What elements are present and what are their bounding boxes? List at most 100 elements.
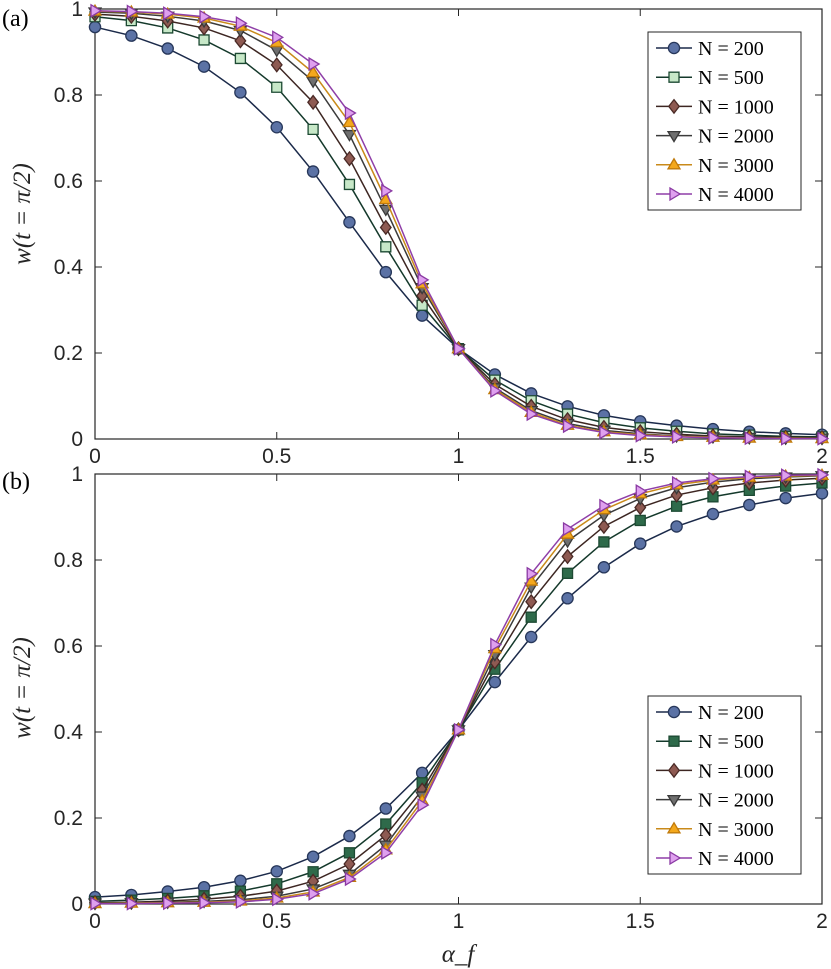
y-tick-label: 0.4 [54,256,84,279]
data-point [90,3,103,18]
data-point [634,499,647,516]
series-group-b [87,467,830,911]
data-point [744,469,757,484]
legend-item: N = 2000 [656,126,774,148]
panel-label-b: (b) [2,469,30,495]
data-point [306,850,320,863]
data-point [671,475,684,491]
legend-marker [667,762,681,779]
data-point [708,471,721,486]
data-point [125,29,138,42]
data-point [270,57,283,73]
data-point [199,895,212,910]
data-point [562,418,575,434]
y-tick-label: 0.6 [54,635,83,658]
data-point [708,430,721,445]
data-point [598,536,610,548]
legend-b: N = 200 N = 500 N = 1000 N = 2000 N = 3000 N … [647,695,802,875]
data-point [88,20,102,34]
data-point [561,567,574,579]
series-group-a [87,3,830,446]
legend-item: N = 500 [656,67,764,89]
legend-a: N = 200 N = 500 N = 1000 N = 2000 N = 3000 N … [647,31,802,211]
data-point [126,896,139,911]
x-tick-label: 1 [453,445,465,468]
data-point [234,874,247,888]
data-point [163,6,175,21]
data-point [634,514,646,527]
data-point [234,52,247,65]
series-n4000 [90,467,830,911]
data-point [490,383,503,398]
data-point [163,895,175,911]
data-point [235,16,248,31]
data-point [161,42,174,55]
data-point [670,487,683,503]
data-point [781,431,793,446]
legend-label: N = 200 [698,702,764,724]
data-point [670,500,683,512]
data-point [234,33,247,49]
data-point [343,856,356,872]
data-point [344,105,357,121]
x-tick-label: 2 [816,445,828,468]
legend-marker [667,41,681,55]
data-point [415,309,429,322]
y-axis-label-b: w(t = π/2) [9,637,36,739]
data-point [599,425,612,440]
legend-label: N = 4000 [698,184,774,206]
data-point [379,219,392,236]
panel-label-a: (a) [2,6,29,32]
legend-label: N = 2000 [698,790,774,812]
data-point [744,430,757,446]
legend-item: N = 4000 [656,848,774,870]
data-point [817,467,830,483]
data-point [381,845,394,860]
data-point [417,272,430,288]
data-point [342,115,357,128]
data-point [343,216,356,229]
x-axis-label-b: α_f [442,941,478,968]
data-point [815,487,829,500]
y-tick-label: 0 [71,893,83,916]
legend-label: N = 500 [698,731,764,753]
y-tick-label: 0.8 [54,84,83,107]
y-tick-label: 0.6 [54,170,83,193]
x-tick-label: 1 [453,910,465,933]
data-point [524,630,538,644]
data-point [307,94,320,111]
legend-item: N = 1000 [656,96,774,118]
data-point [305,65,321,78]
legend-item: N = 1000 [656,760,774,782]
data-point [272,892,285,907]
data-point [343,178,356,191]
data-point [453,722,466,737]
data-point [270,865,283,878]
legend-marker [669,186,682,202]
x-tick-label: 2 [816,910,828,933]
legend-marker [666,794,682,807]
data-point [488,675,502,689]
data-point [381,183,394,199]
data-point [197,60,211,73]
data-point [308,886,321,901]
data-point [526,566,539,581]
y-tick-label: 0.8 [54,549,83,572]
data-point [634,537,647,550]
data-point [198,34,210,46]
legend-item: N = 2000 [656,790,774,812]
data-point [817,431,830,446]
legend-marker [666,130,682,143]
legend-box [647,31,802,211]
legend-item: N = 500 [656,731,764,753]
ticks-a: 0 0.5 1 1.5 2 0 0.2 0.4 0.6 0.8 1 [54,0,828,468]
data-point [781,468,793,483]
y-tick-label: 1 [71,0,83,21]
y-axis-label-a: w(t = π/2) [9,163,36,265]
data-point [597,561,611,574]
legend-marker [669,850,682,866]
series-n4000 [90,3,830,446]
